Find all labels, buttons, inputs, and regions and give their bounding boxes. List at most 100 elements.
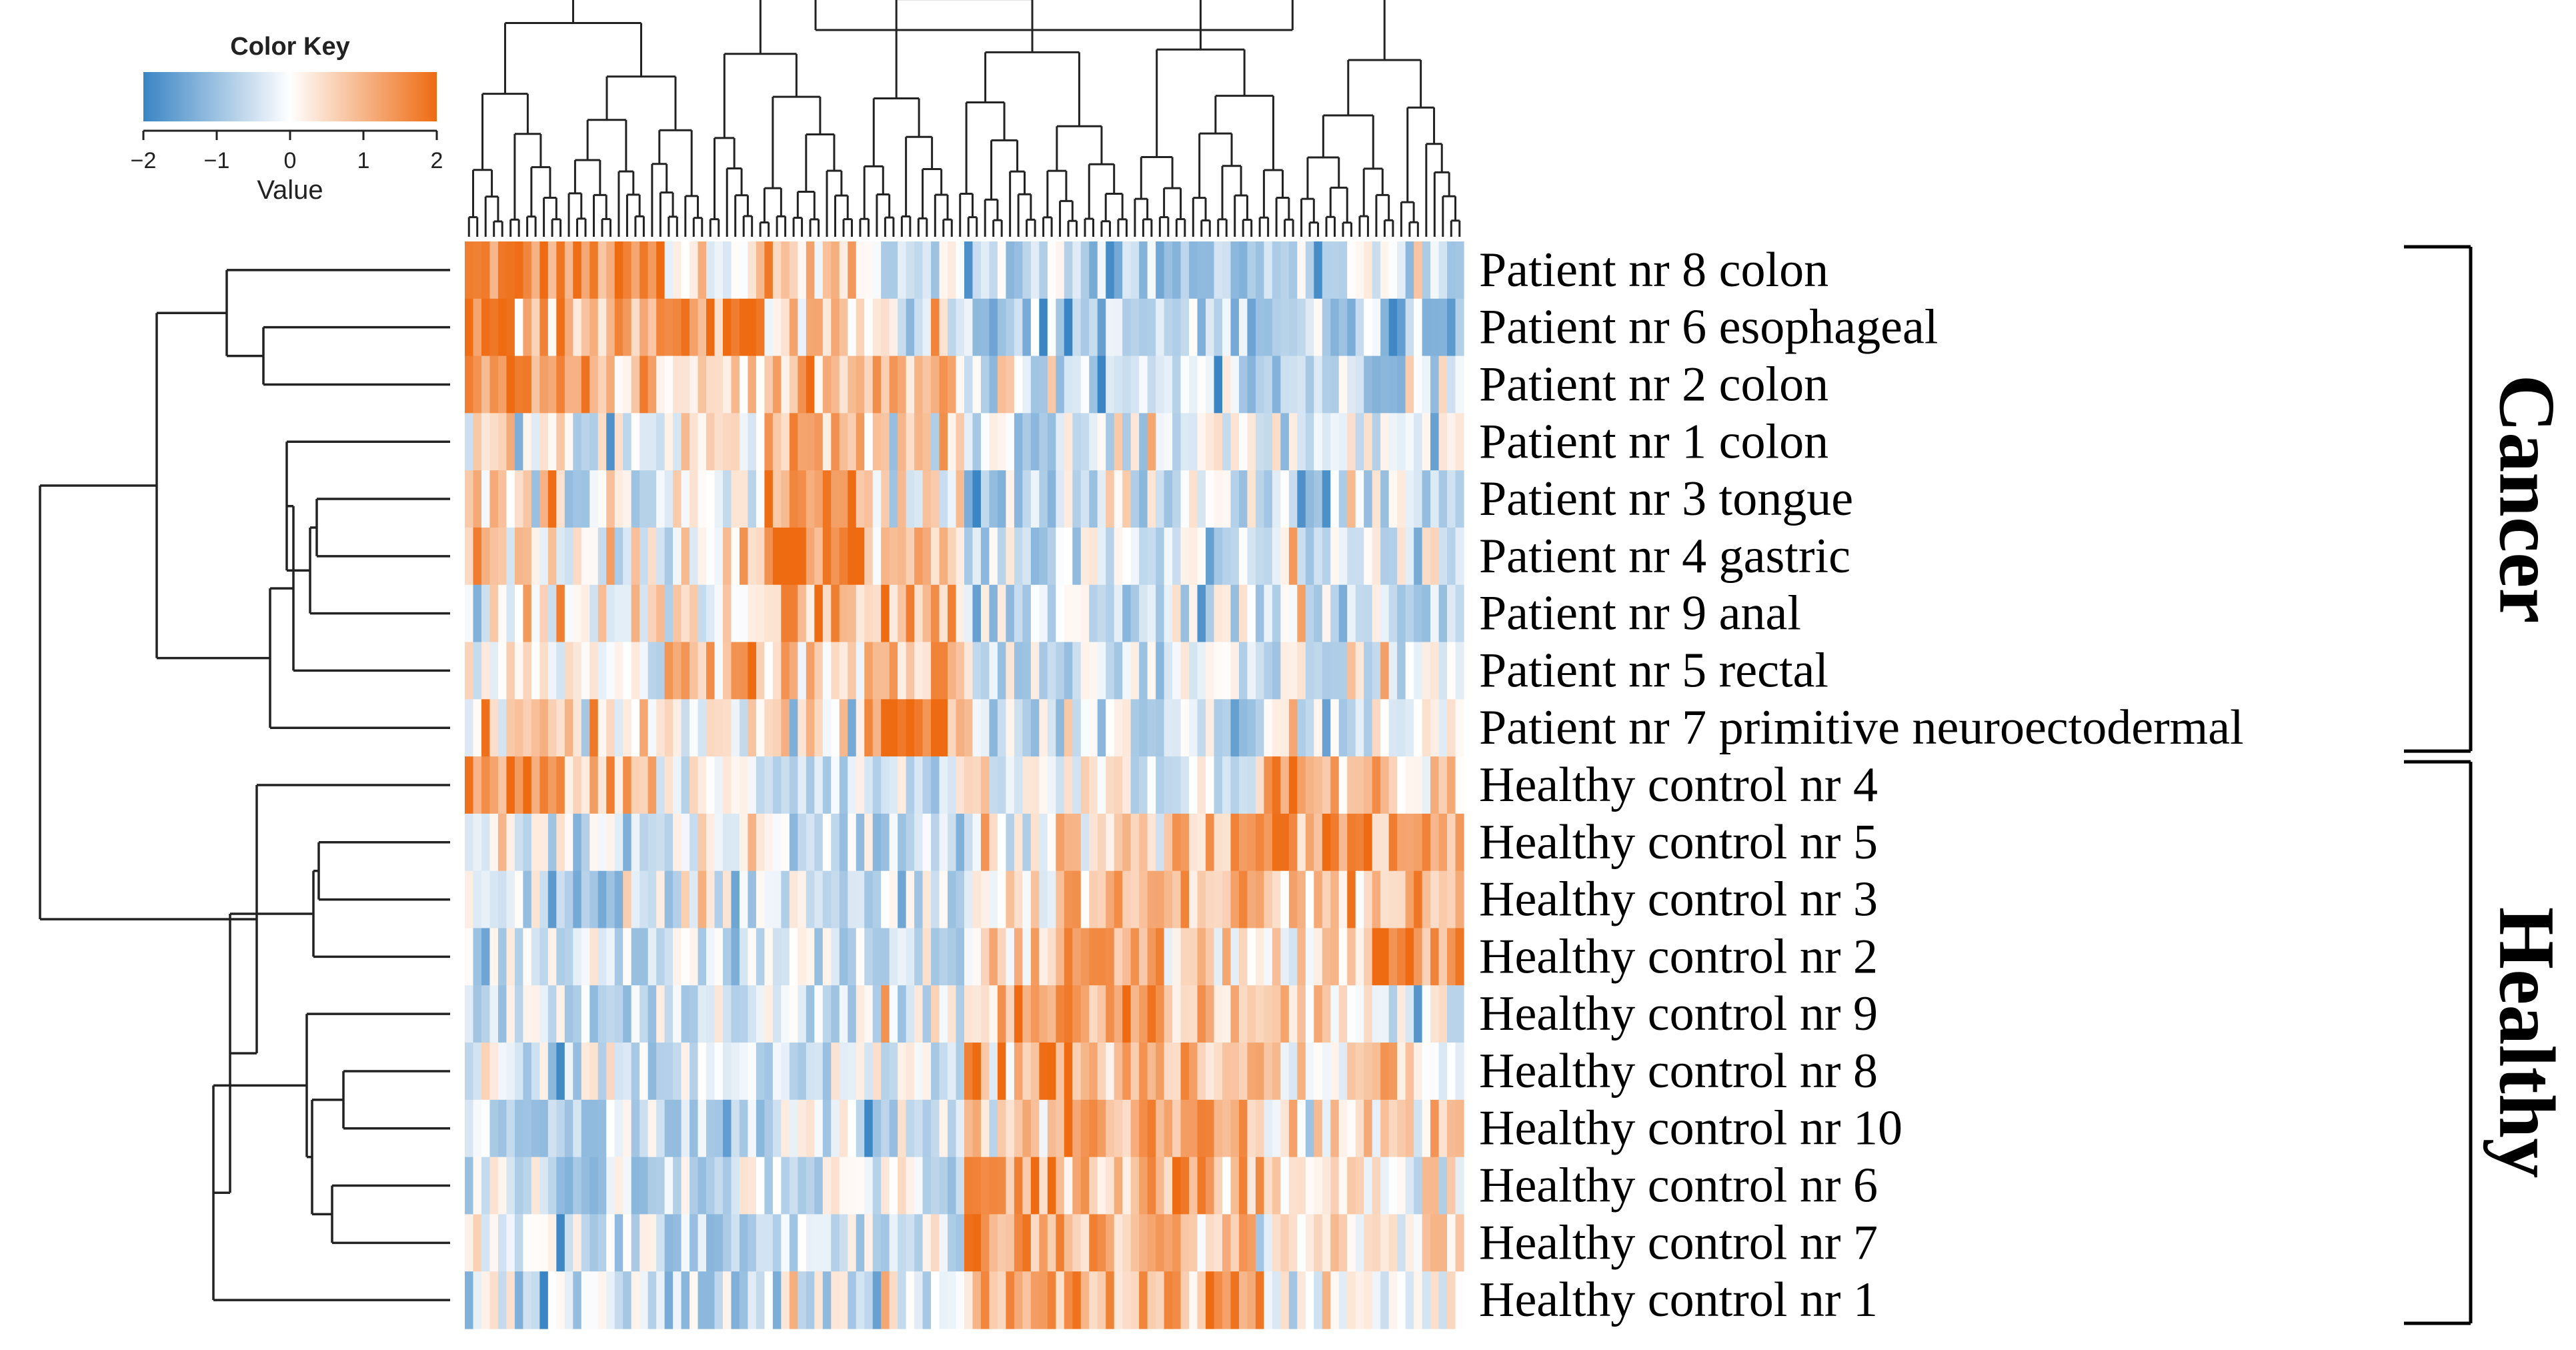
heatmap-cell xyxy=(1255,241,1264,299)
heatmap-cell xyxy=(1047,756,1056,814)
heatmap-cell xyxy=(1380,1043,1390,1101)
heatmap-cell xyxy=(1172,413,1182,471)
heatmap-cell xyxy=(1330,870,1340,929)
heatmap-cell xyxy=(547,928,557,986)
heatmap-cell xyxy=(1272,756,1281,814)
heatmap-cell xyxy=(497,642,507,700)
heatmap-cell xyxy=(1414,356,1423,414)
heatmap-cell xyxy=(1206,298,1215,357)
heatmap-cell xyxy=(889,699,898,757)
heatmap-cell xyxy=(531,413,540,471)
heatmap-cell xyxy=(889,356,898,414)
heatmap-cell xyxy=(531,928,540,986)
row-label: Healthy control nr 3 xyxy=(1479,872,1878,927)
heatmap-cell xyxy=(481,527,491,586)
heatmap-cell xyxy=(1022,241,1032,299)
heatmap-cell xyxy=(589,413,599,471)
heatmap-cell xyxy=(1106,1271,1115,1329)
heatmap-cell xyxy=(980,928,990,986)
heatmap-cell xyxy=(1405,241,1414,299)
heatmap-cell xyxy=(556,985,565,1043)
heatmap-cell xyxy=(889,870,898,929)
heatmap-cell xyxy=(1414,928,1423,986)
heatmap-cell xyxy=(1288,470,1298,528)
heatmap-cell xyxy=(748,241,757,299)
heatmap-cell xyxy=(1372,870,1381,929)
heatmap-cell xyxy=(481,928,491,986)
heatmap-cell xyxy=(1030,756,1040,814)
heatmap-cell xyxy=(939,813,948,872)
heatmap-cell xyxy=(939,470,948,528)
heatmap-cell xyxy=(1047,1214,1056,1272)
heatmap-cell xyxy=(1130,1214,1140,1272)
heatmap-cell xyxy=(1080,1099,1090,1158)
heatmap-cell xyxy=(489,1043,499,1101)
heatmap-cell xyxy=(848,241,857,299)
heatmap-cell xyxy=(839,985,848,1043)
heatmap-cell xyxy=(848,584,857,643)
heatmap-cell xyxy=(714,1214,724,1272)
heatmap-cell xyxy=(1447,413,1456,471)
heatmap-cell xyxy=(465,1271,474,1329)
heatmap-cell xyxy=(939,1214,948,1272)
heatmap-cell xyxy=(948,1099,957,1158)
heatmap-cell xyxy=(839,756,848,814)
heatmap-cell xyxy=(539,1043,549,1101)
heatmap-cell xyxy=(1022,1271,1032,1329)
heatmap-cell xyxy=(1030,870,1040,929)
heatmap-cell xyxy=(831,870,840,929)
heatmap-cell xyxy=(489,584,499,643)
heatmap-cell xyxy=(1039,699,1048,757)
heatmap-cell xyxy=(497,813,507,872)
heatmap-cell xyxy=(1422,1214,1431,1272)
heatmap-cell xyxy=(856,813,865,872)
heatmap-cell xyxy=(1264,1214,1273,1272)
heatmap-cell xyxy=(1255,813,1264,872)
heatmap-cell xyxy=(798,470,807,528)
heatmap-cell xyxy=(922,413,932,471)
heatmap-cell xyxy=(1438,356,1448,414)
heatmap-cell xyxy=(656,413,666,471)
row-label: Patient nr 7 primitive neuroectodermal xyxy=(1479,700,2244,755)
heatmap-cell xyxy=(1214,1157,1223,1215)
heatmap-cell xyxy=(523,813,532,872)
heatmap-cell xyxy=(639,356,649,414)
heatmap-cell xyxy=(1405,356,1414,414)
heatmap-cell xyxy=(531,813,540,872)
heatmap-cell xyxy=(531,1214,540,1272)
heatmap-cell xyxy=(731,241,740,299)
heatmap-cell xyxy=(1338,527,1348,586)
heatmap-cell xyxy=(948,527,957,586)
heatmap-cell xyxy=(964,756,974,814)
heatmap-cell xyxy=(523,1043,532,1101)
heatmap-cell xyxy=(1288,1214,1298,1272)
heatmap-cell xyxy=(631,756,640,814)
heatmap-cell xyxy=(1380,298,1390,357)
heatmap-cell xyxy=(939,985,948,1043)
heatmap-cell xyxy=(739,699,749,757)
heatmap-cell xyxy=(706,356,716,414)
heatmap-cell xyxy=(656,1214,666,1272)
heatmap-cell xyxy=(1006,642,1015,700)
heatmap-cell xyxy=(1230,1157,1240,1215)
heatmap-cell xyxy=(1056,1099,1065,1158)
heatmap-cell xyxy=(1264,241,1273,299)
heatmap-cell xyxy=(772,356,782,414)
heatmap-cell xyxy=(681,1099,690,1158)
heatmap-cell xyxy=(948,813,957,872)
heatmap-cell xyxy=(1156,527,1165,586)
heatmap-cell xyxy=(1039,1043,1048,1101)
heatmap-cell xyxy=(889,756,898,814)
heatmap-cell xyxy=(1322,813,1331,872)
heatmap-cell xyxy=(864,1214,874,1272)
heatmap-cell xyxy=(1447,1043,1456,1101)
heatmap-cell xyxy=(614,1271,623,1329)
heatmap-cell xyxy=(931,584,940,643)
heatmap-cell xyxy=(1347,928,1356,986)
heatmap-cell xyxy=(664,928,674,986)
heatmap-cell xyxy=(764,1271,774,1329)
heatmap-cell xyxy=(1114,584,1123,643)
heatmap-cell xyxy=(789,813,798,872)
heatmap-cell xyxy=(756,413,765,471)
heatmap-cell xyxy=(1322,356,1331,414)
